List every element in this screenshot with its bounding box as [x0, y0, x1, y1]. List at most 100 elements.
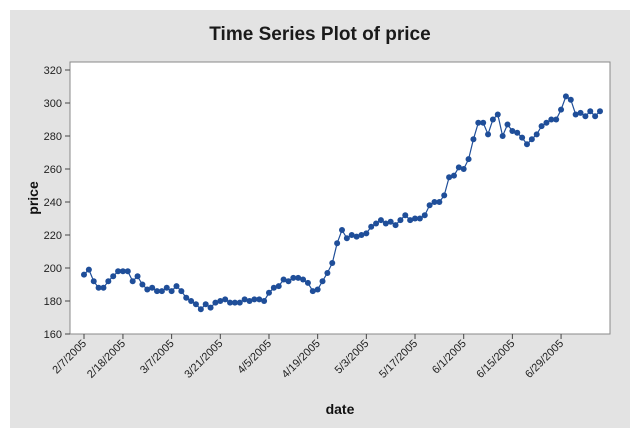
- data-point: [144, 286, 151, 293]
- data-point: [324, 269, 331, 276]
- data-point: [334, 240, 341, 247]
- data-point: [300, 276, 307, 283]
- data-point: [139, 281, 146, 288]
- data-point: [441, 192, 448, 199]
- data-point: [402, 212, 409, 219]
- data-point: [392, 222, 399, 229]
- data-point: [597, 108, 603, 115]
- data-point: [270, 284, 277, 291]
- data-point: [446, 174, 453, 181]
- data-point: [377, 217, 384, 224]
- data-point: [489, 116, 496, 123]
- data-point: [115, 268, 122, 275]
- data-point: [450, 172, 457, 179]
- x-tick-label: 3/21/2005: [182, 338, 225, 381]
- data-point: [353, 233, 360, 240]
- data-point: [480, 119, 487, 126]
- data-point: [265, 289, 272, 296]
- data-point: [397, 217, 404, 224]
- y-tick-label: 160: [44, 329, 62, 341]
- data-point: [163, 284, 170, 291]
- data-point: [154, 288, 161, 295]
- data-point: [592, 113, 599, 120]
- data-point: [256, 296, 263, 303]
- data-point: [348, 232, 355, 238]
- data-point: [236, 299, 243, 306]
- data-point: [275, 283, 282, 290]
- y-tick-label: 300: [44, 98, 62, 110]
- data-point: [295, 274, 302, 281]
- line-chart: 160 180 200 220 240 260 280 300 320 2/7/20052/18/…: [25, 61, 611, 417]
- x-tick-label: 4/5/2005: [235, 338, 274, 377]
- data-point: [548, 116, 555, 123]
- data-point: [373, 220, 380, 227]
- y-tick-label: 320: [44, 65, 62, 77]
- x-tick-label: 6/15/2005: [474, 338, 517, 381]
- data-point: [387, 218, 394, 225]
- plot-area: [69, 61, 611, 335]
- data-point: [368, 223, 375, 230]
- data-point: [562, 93, 569, 100]
- data-point: [421, 212, 428, 219]
- data-point: [241, 296, 248, 303]
- data-point: [314, 286, 321, 293]
- data-point: [470, 136, 477, 143]
- data-point: [553, 116, 560, 123]
- data-point: [90, 278, 97, 285]
- y-tick-label: 260: [44, 164, 62, 176]
- data-point: [412, 215, 419, 222]
- x-tick-label: 2/7/2005: [50, 338, 89, 377]
- data-point: [528, 136, 535, 143]
- data-point: [217, 298, 224, 304]
- x-tick-label: 3/7/2005: [138, 338, 177, 377]
- data-point: [197, 306, 204, 313]
- data-point: [343, 235, 350, 242]
- x-tick-label: 2/18/2005: [85, 338, 128, 381]
- data-point: [100, 284, 107, 291]
- data-point: [261, 298, 268, 304]
- data-point: [363, 230, 370, 237]
- data-point: [134, 273, 141, 280]
- data-point: [119, 268, 126, 275]
- x-tick-label: 5/3/2005: [333, 338, 372, 377]
- y-tick-label: 280: [44, 131, 62, 143]
- data-point: [485, 131, 492, 138]
- data-point: [110, 273, 117, 280]
- data-point: [358, 232, 365, 238]
- y-tick-label: 200: [44, 263, 62, 275]
- chart-title: Time Series Plot of price: [209, 24, 431, 45]
- data-point: [290, 274, 297, 281]
- y-tick-label: 240: [44, 197, 62, 209]
- data-point: [416, 215, 423, 222]
- data-point: [514, 129, 521, 136]
- x-tick-label: 4/19/2005: [280, 338, 323, 381]
- data-point: [124, 268, 131, 275]
- data-point: [192, 301, 199, 308]
- data-point: [494, 111, 501, 118]
- data-point: [587, 108, 594, 115]
- data-point: [475, 119, 482, 126]
- x-tick-label: 6/1/2005: [430, 338, 469, 377]
- data-point: [543, 119, 550, 126]
- x-tick-label: 6/29/2005: [523, 338, 566, 381]
- data-point: [499, 133, 506, 139]
- data-point: [382, 220, 389, 227]
- data-point: [95, 284, 102, 291]
- data-point: [246, 298, 253, 304]
- data-point: [304, 279, 311, 286]
- data-point: [577, 109, 584, 116]
- x-axis-label: date: [326, 401, 355, 417]
- data-point: [188, 298, 195, 304]
- data-point: [523, 141, 530, 148]
- y-tick-label: 220: [44, 230, 62, 242]
- data-point: [519, 134, 526, 141]
- data-point: [465, 156, 472, 163]
- data-point: [285, 278, 292, 285]
- data-point: [509, 128, 516, 135]
- data-point: [582, 113, 589, 120]
- data-point: [460, 166, 467, 172]
- x-tick-label: 5/17/2005: [377, 338, 420, 381]
- data-point: [533, 131, 540, 138]
- data-point: [81, 271, 87, 278]
- data-point: [339, 227, 345, 234]
